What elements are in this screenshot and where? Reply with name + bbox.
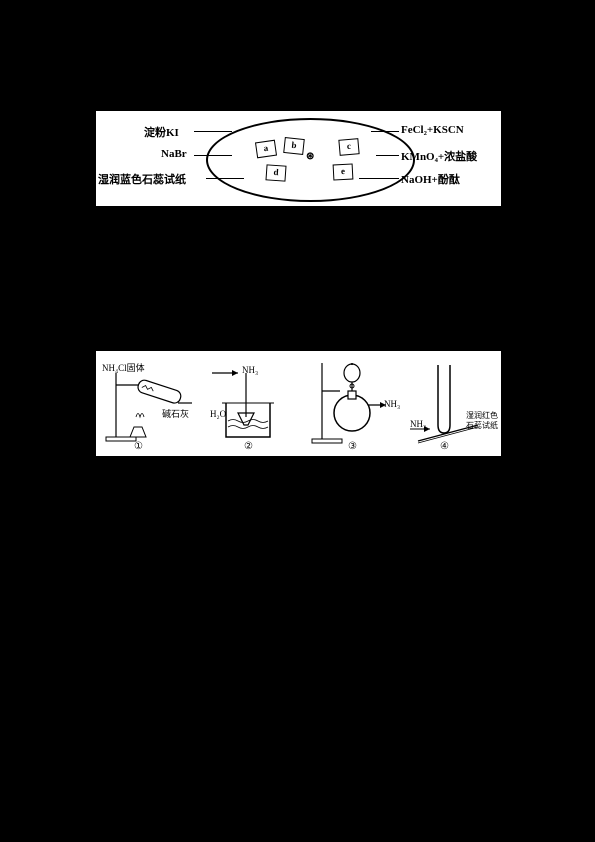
line [206,178,244,179]
label-nh3-3: NH₃ [384,399,400,409]
num-2: ② [244,441,253,452]
label-starch-ki: 淀粉KI [144,124,179,140]
num-3: ③ [348,441,357,452]
label-h2o: H₂O [210,409,226,419]
label-nh3-4: NH₃ [410,419,426,429]
label-litmus-blue: 湿润蓝色石蕊试纸 [98,171,186,187]
center-mark: ⊛ [306,151,314,162]
line [194,155,232,156]
paper-c: c [338,138,359,156]
diagram-2: NH₄Cl固体 碱石灰 ① NH₃ H₂O ② [95,350,502,457]
diagram-1: 淀粉KI NaBr 湿润蓝色石蕊试纸 FeCl₂+KSCN KMnO₄+浓盐酸 … [95,110,502,207]
line [194,131,232,132]
paper-e: e [333,163,354,180]
line [371,131,399,132]
num-1: ① [134,441,143,452]
label-nh3-2: NH₃ [242,365,258,375]
paper-b: b [283,137,305,155]
paper-a: a [255,140,277,159]
paper-d: d [265,164,286,181]
line [376,155,399,156]
label-litmus-red: 湿润红色 石蕊试纸 [466,411,502,431]
num-4: ④ [440,441,449,452]
label-fecl2-kscn: FeCl₂+KSCN [401,124,464,136]
label-nh4cl: NH₄Cl固体 [102,361,145,374]
line [359,178,399,179]
label-nabr: NaBr [161,148,187,160]
label-soda-lime: 碱石灰 [162,407,189,420]
apparatus-4 [408,355,498,450]
label-naoh-phenolphthalein: NaOH+酚酞 [401,171,460,187]
label-kmno4-hcl: KMnO₄+浓盐酸 [401,148,477,164]
